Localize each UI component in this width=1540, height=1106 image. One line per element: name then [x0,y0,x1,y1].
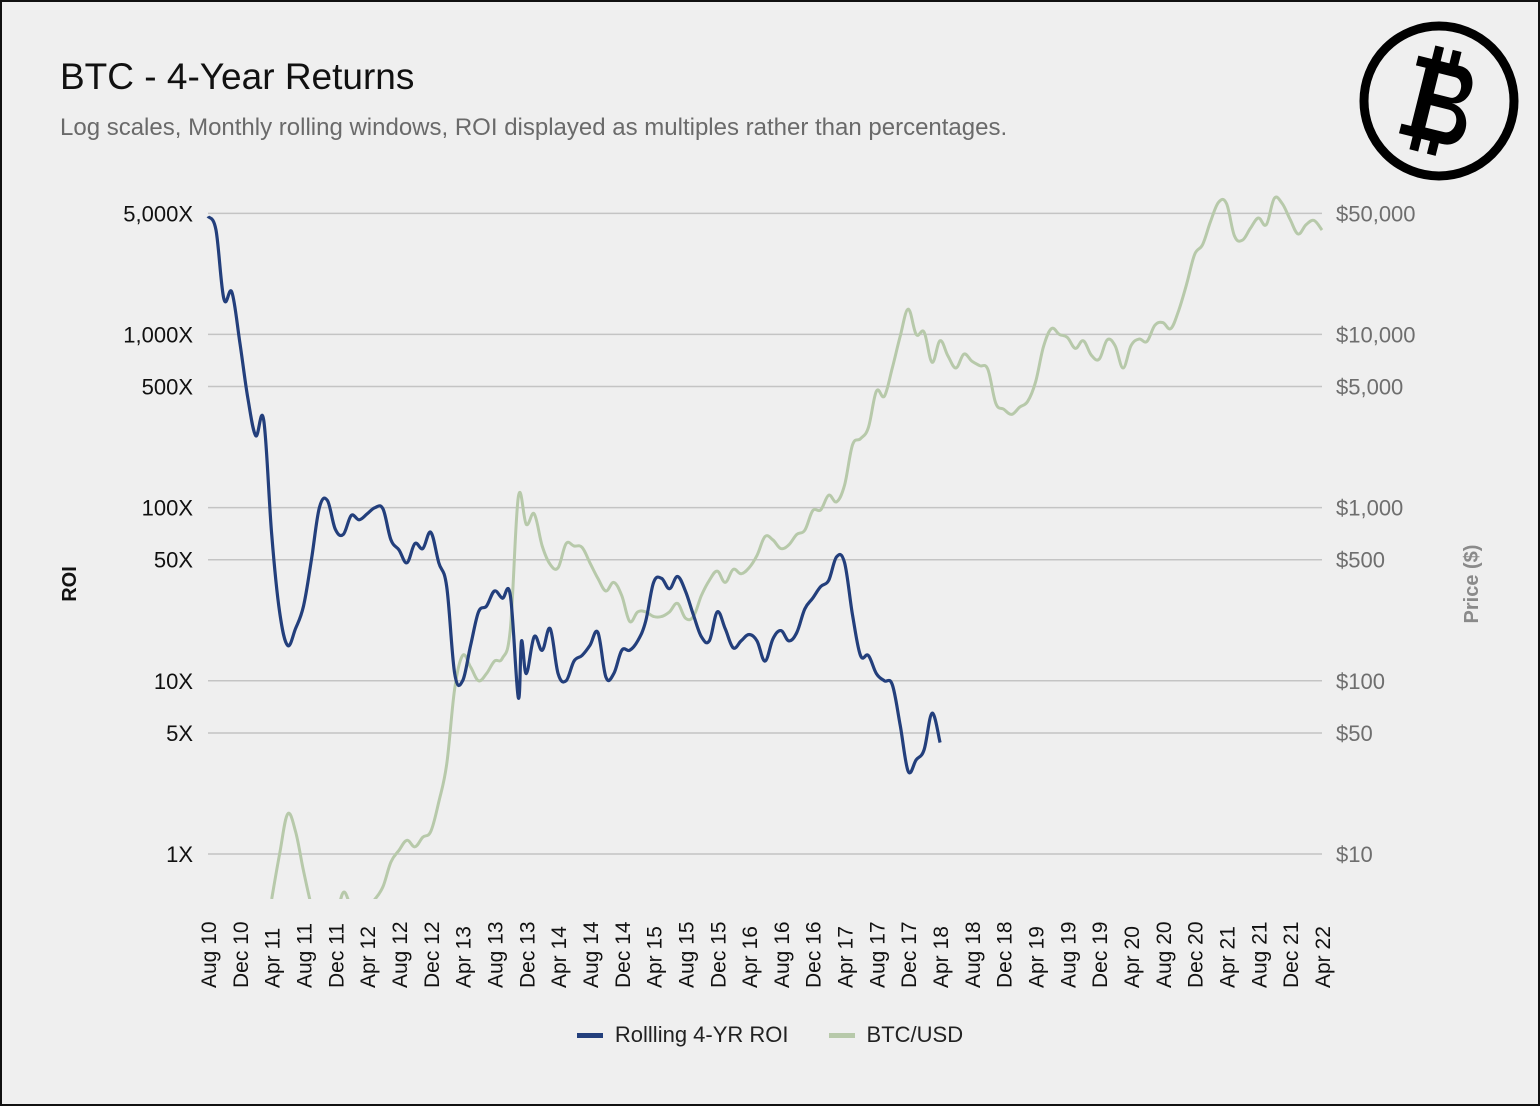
series-line-roi [206,215,942,775]
x-tick-label: Dec 16 [803,921,826,988]
x-tick-label: Dec 10 [230,921,253,988]
y2-tick-label: $50,000 [1336,201,1416,226]
legend-swatch-roi [576,1032,603,1038]
x-tick-label: Aug 16 [771,921,794,988]
x-tick-label: Dec 14 [612,921,635,988]
y-tick-label: 100X [142,496,194,521]
y-tick-label: 500X [142,375,194,400]
x-tick-label: Apr 15 [644,926,667,988]
y-tick-label: 5,000X [123,201,193,226]
x-tick-label: Aug 11 [293,923,316,988]
x-tick-label: Dec 20 [1185,921,1208,988]
y-tick-label: 5X [166,721,193,746]
x-tick-label: Aug 21 [1248,921,1271,988]
x-tick-label: Apr 11 [262,928,285,988]
y2-axis-ticks: $50,000 $10,000 $5,000 $1,000 $500 $100 $50 $10 [1336,201,1416,867]
x-tick-label: Dec 17 [898,921,921,988]
x-tick-label: Apr 19 [1026,926,1049,988]
x-tick-label: Dec 18 [994,921,1017,988]
chart-legend: Rollling 4-YR ROI BTC/USD [0,1022,1540,1048]
x-axis-ticks: Aug 10 Dec 10 Apr 11 Aug 11 Dec 11 Apr 12 Aug … [198,921,1335,988]
legend-item-btc-usd: BTC/USD [828,1022,964,1048]
y2-tick-label: $10,000 [1336,322,1416,347]
gridlines [208,212,1322,855]
x-tick-label: Aug 13 [484,921,507,988]
x-tick-label: Dec 15 [707,921,730,988]
y2-tick-label: $1,000 [1336,496,1403,521]
y2-tick-label: $500 [1336,548,1385,573]
x-tick-label: Apr 21 [1217,926,1240,988]
x-tick-label: Dec 12 [421,921,444,988]
x-tick-label: Apr 14 [548,926,571,988]
x-tick-label: Apr 17 [835,926,858,988]
x-tick-label: Aug 19 [1057,921,1080,988]
bitcoin-logo-icon [1359,21,1519,181]
x-tick-label: Dec 21 [1280,921,1303,988]
y2-tick-label: $100 [1336,669,1385,694]
series-line-btc-usd [270,195,1324,899]
series-lines [206,195,1324,899]
x-tick-label: Aug 20 [1153,921,1176,988]
x-tick-label: Apr 16 [739,926,762,988]
x-tick-label: Dec 11 [325,923,348,988]
y-axis-title: ROI [59,566,81,602]
x-tick-label: Apr 20 [1121,926,1144,988]
legend-swatch-btc-usd [828,1032,855,1038]
x-tick-label: Dec 19 [1089,921,1112,988]
legend-item-roi: Rollling 4-YR ROI [576,1022,789,1048]
x-tick-label: Aug 10 [198,921,221,988]
x-tick-label: Apr 13 [453,926,476,988]
x-tick-label: Aug 15 [675,921,698,988]
x-tick-label: Apr 22 [1312,926,1335,988]
legend-label-btc-usd: BTC/USD [866,1022,964,1047]
x-tick-label: Apr 18 [930,926,953,988]
chart-subtitle: Log scales, Monthly rolling windows, ROI… [60,114,1008,141]
y-tick-label: 10X [154,669,193,694]
x-tick-label: Aug 18 [962,921,985,988]
y-tick-label: 1X [166,842,193,867]
x-tick-label: Aug 12 [389,921,412,988]
chart-title: BTC - 4-Year Returns [60,56,415,97]
y2-tick-label: $50 [1336,721,1373,746]
legend-label-roi: Rollling 4-YR ROI [614,1022,789,1047]
x-tick-label: Aug 17 [866,921,889,988]
y-tick-label: 50X [154,548,193,573]
x-tick-label: Aug 14 [580,921,603,988]
y2-axis-title: Price ($) [1461,545,1483,624]
y-tick-label: 1,000X [123,322,193,347]
x-tick-label: Apr 12 [357,926,380,988]
y2-tick-label: $5,000 [1336,375,1403,400]
x-tick-label: Dec 13 [516,921,539,988]
y2-tick-label: $10 [1336,842,1373,867]
y-axis-ticks: 5,000X 1,000X 500X 100X 50X 10X 5X 1X [123,201,193,867]
